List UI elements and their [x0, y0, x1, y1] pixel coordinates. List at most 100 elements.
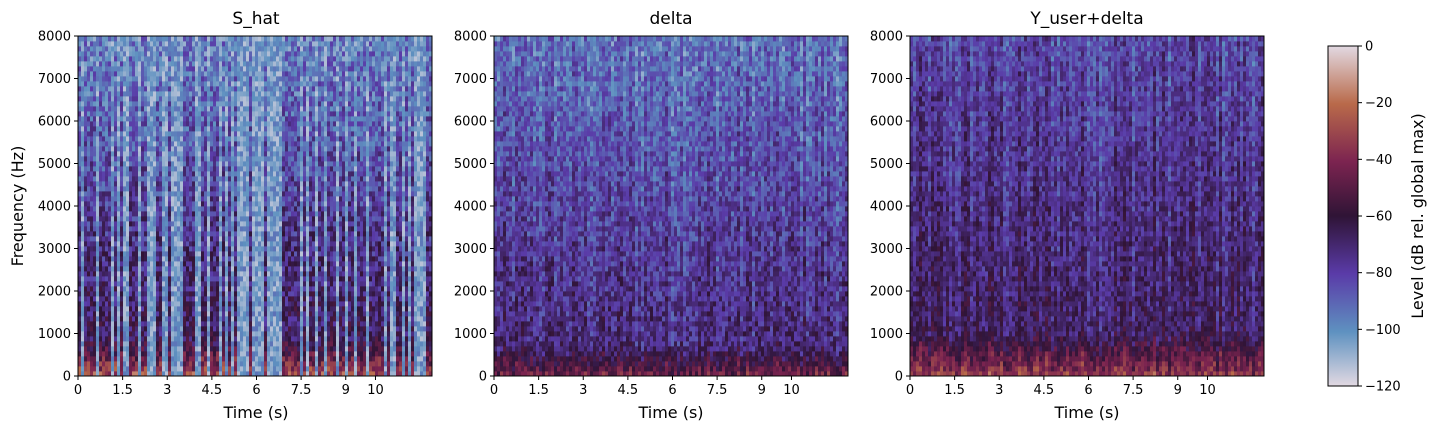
- spectrogram-cell: [111, 241, 114, 246]
- spectrogram-cell: [102, 61, 105, 66]
- spectrogram-cell: [147, 356, 150, 361]
- spectrogram-cell: [162, 316, 165, 321]
- spectrogram-cell: [213, 126, 216, 131]
- spectrogram-cell: [252, 141, 255, 146]
- spectrogram-cell: [168, 101, 171, 106]
- spectrogram-cell: [87, 271, 90, 276]
- spectrogram-cell: [255, 186, 258, 191]
- spectrogram-cell: [219, 191, 222, 196]
- spectrogram-cell: [237, 171, 240, 176]
- spectrogram-cell: [177, 156, 180, 161]
- spectrogram-cell: [258, 316, 261, 321]
- spectrogram-cell: [141, 66, 144, 71]
- spectrogram-cell: [249, 176, 252, 181]
- spectrogram-cell: [138, 56, 141, 61]
- spectrogram-cell: [156, 251, 159, 256]
- spectrogram-cell: [168, 131, 171, 136]
- spectrogram-cell: [210, 171, 213, 176]
- spectrogram-cell: [225, 351, 228, 356]
- spectrogram-cell: [243, 201, 246, 206]
- spectrogram-cell: [267, 171, 270, 176]
- spectrogram-cell: [132, 81, 135, 86]
- spectrogram-cell: [99, 146, 102, 151]
- spectrogram-cell: [273, 181, 276, 186]
- spectrogram-cell: [111, 306, 114, 311]
- spectrogram-cell: [231, 106, 234, 111]
- spectrogram-cell: [168, 211, 171, 216]
- spectrogram-cell: [93, 176, 96, 181]
- spectrogram-cell: [246, 111, 249, 116]
- spectrogram-cell: [291, 241, 294, 246]
- spectrogram-cell: [144, 236, 147, 241]
- spectrogram-cell: [126, 221, 129, 226]
- spectrogram-cell: [186, 66, 189, 71]
- spectrogram-cell: [225, 221, 228, 226]
- spectrogram-cell: [162, 46, 165, 51]
- spectrogram-cell: [165, 306, 168, 311]
- spectrogram-cell: [174, 281, 177, 286]
- spectrogram-cell: [111, 101, 114, 106]
- spectrogram-cell: [135, 206, 138, 211]
- spectrogram-cell: [141, 51, 144, 56]
- spectrogram-cell: [171, 196, 174, 201]
- spectrogram-cell: [270, 291, 273, 296]
- spectrogram-cell: [186, 146, 189, 151]
- spectrogram-cell: [279, 56, 282, 61]
- spectrogram-cell: [174, 191, 177, 196]
- spectrogram-cell: [147, 46, 150, 51]
- spectrogram-cell: [231, 171, 234, 176]
- spectrogram-cell: [213, 356, 216, 361]
- spectrogram-cell: [90, 176, 93, 181]
- spectrogram-cell: [105, 211, 108, 216]
- spectrogram-cell: [111, 256, 114, 261]
- spectrogram-cell: [168, 186, 171, 191]
- spectrogram-cell: [273, 186, 276, 191]
- spectrogram-cell: [147, 196, 150, 201]
- spectrogram-cell: [228, 246, 231, 251]
- spectrogram-cell: [213, 51, 216, 56]
- spectrogram-cell: [156, 181, 159, 186]
- spectrogram-cell: [111, 321, 114, 326]
- spectrogram-cell: [129, 276, 132, 281]
- spectrogram-cell: [111, 141, 114, 146]
- spectrogram-cell: [216, 71, 219, 76]
- spectrogram-cell: [162, 176, 165, 181]
- spectrogram-cell: [285, 221, 288, 226]
- spectrogram-cell: [288, 266, 291, 271]
- spectrogram-cell: [138, 76, 141, 81]
- spectrogram-cell: [189, 236, 192, 241]
- spectrogram-cell: [147, 41, 150, 46]
- spectrogram-cell: [237, 196, 240, 201]
- spectrogram-cell: [225, 46, 228, 51]
- spectrogram-cell: [102, 201, 105, 206]
- spectrogram-cell: [174, 231, 177, 236]
- spectrogram-cell: [141, 306, 144, 311]
- spectrogram-cell: [210, 246, 213, 251]
- spectrogram-cell: [231, 61, 234, 66]
- spectrogram-cell: [135, 36, 138, 41]
- spectrogram-cell: [198, 326, 201, 331]
- spectrogram-cell: [246, 251, 249, 256]
- spectrogram-cell: [288, 66, 291, 71]
- spectrogram-cell: [87, 346, 90, 351]
- spectrogram-cell: [219, 286, 222, 291]
- spectrogram-cell: [141, 256, 144, 261]
- spectrogram-cell: [189, 171, 192, 176]
- spectrogram-cell: [210, 266, 213, 271]
- spectrogram-cell: [261, 351, 264, 356]
- spectrogram-cell: [195, 356, 198, 361]
- spectrogram-cell: [276, 236, 279, 241]
- spectrogram-cell: [201, 86, 204, 91]
- spectrogram-cell: [282, 96, 285, 101]
- spectrogram-cell: [225, 336, 228, 341]
- spectrogram-cell: [216, 141, 219, 146]
- spectrogram-cell: [162, 321, 165, 326]
- spectrogram-cell: [231, 41, 234, 46]
- spectrogram-cell: [102, 281, 105, 286]
- spectrogram-cell: [174, 101, 177, 106]
- spectrogram-cell: [186, 291, 189, 296]
- spectrogram-cell: [96, 41, 99, 46]
- spectrogram-cell: [285, 91, 288, 96]
- spectrogram-cell: [198, 226, 201, 231]
- spectrogram-cell: [258, 196, 261, 201]
